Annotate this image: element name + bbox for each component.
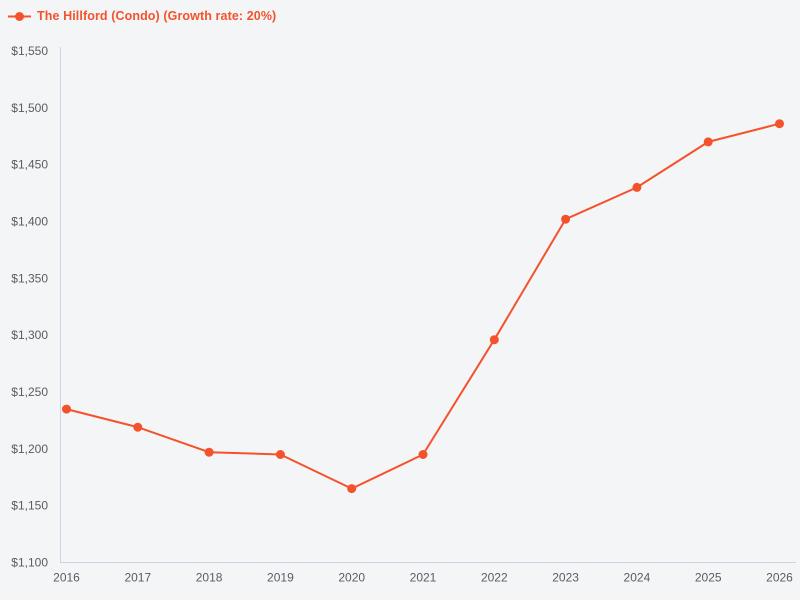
x-axis-label: 2018 <box>196 571 223 585</box>
x-axis-label: 2020 <box>338 571 365 585</box>
x-axis-label: 2017 <box>124 571 151 585</box>
x-axis-label: 2019 <box>267 571 294 585</box>
trend-line <box>65 122 781 490</box>
y-axis-label: $1,500 <box>11 101 48 115</box>
legend[interactable]: The Hillford (Condo) (Growth rate: 20%) <box>8 9 276 23</box>
x-axis-label: 2023 <box>552 571 579 585</box>
legend-marker-icon <box>8 11 31 21</box>
y-axis-label: $1,200 <box>11 442 48 456</box>
x-axis-label: 2026 <box>766 571 793 585</box>
y-axis-label: $1,150 <box>11 499 48 513</box>
data-point-marker[interactable] <box>703 137 713 147</box>
x-axis-label: 2024 <box>624 571 651 585</box>
y-axis-label: $1,450 <box>11 158 48 172</box>
legend-label: The Hillford (Condo) (Growth rate: 20%) <box>37 9 277 23</box>
data-point-marker[interactable] <box>133 422 143 432</box>
data-point-marker[interactable] <box>489 335 499 345</box>
data-point-marker[interactable] <box>275 450 285 459</box>
data-point-marker[interactable] <box>204 447 214 457</box>
data-point-marker[interactable] <box>632 182 642 192</box>
y-axis-label: $1,550 <box>11 44 48 58</box>
x-axis-label: 2021 <box>410 571 437 585</box>
data-point-marker[interactable] <box>561 214 571 224</box>
y-axis-label: $1,100 <box>11 556 48 570</box>
x-axis-label: 2025 <box>695 571 722 585</box>
x-axis-label: 2016 <box>53 571 80 585</box>
y-axis-label: $1,350 <box>11 271 48 285</box>
data-point-marker[interactable] <box>418 450 428 459</box>
data-point-marker[interactable] <box>775 119 784 129</box>
y-axis-label: $1,250 <box>11 385 48 399</box>
y-axis-label: $1,400 <box>11 215 48 229</box>
x-axis-label: 2022 <box>481 571 508 585</box>
y-axis-label: $1,300 <box>11 328 48 342</box>
data-point-marker[interactable] <box>62 404 71 414</box>
data-point-marker[interactable] <box>347 484 357 494</box>
